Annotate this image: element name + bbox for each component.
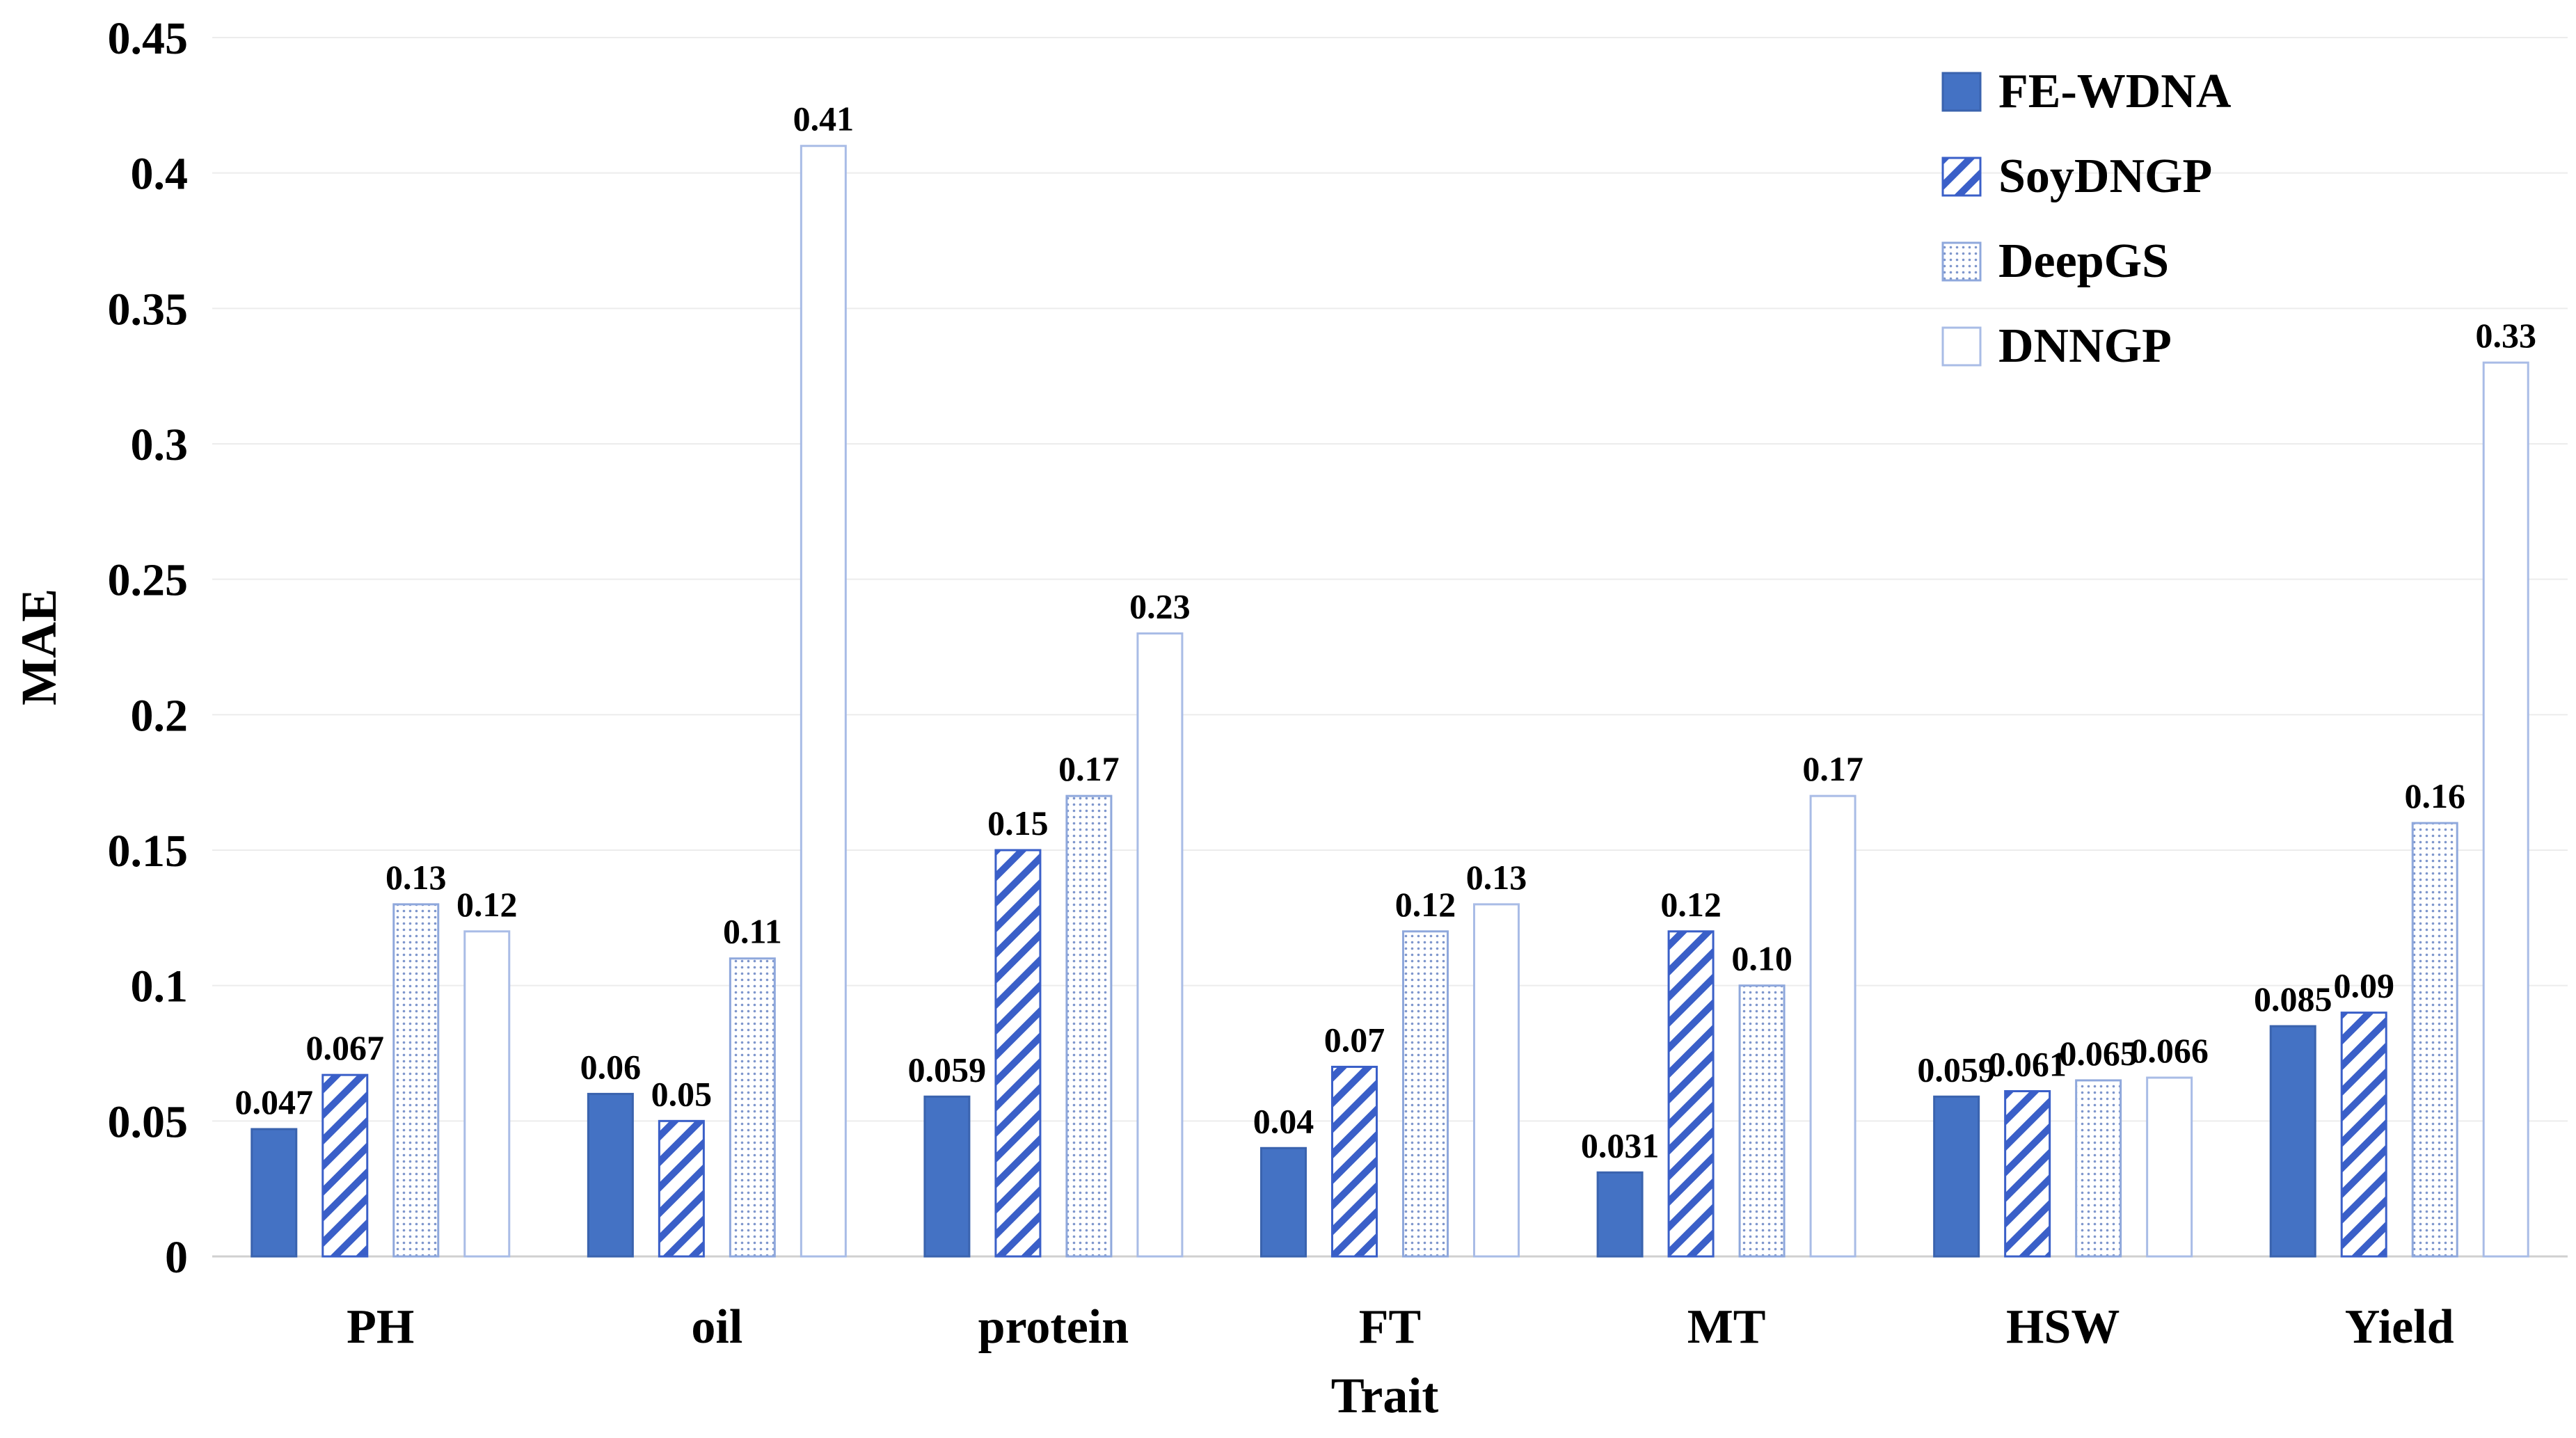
y-tick-label: 0.05 <box>108 1096 189 1147</box>
y-tick-label: 0.15 <box>108 826 189 877</box>
bar-soydngp-hsw <box>2004 1090 2051 1258</box>
bar-dnngp-ph <box>463 930 511 1258</box>
data-labels: 0.0470.0670.130.120.060.050.110.410.0590… <box>235 99 2536 1165</box>
data-label: 0.12 <box>456 885 518 924</box>
bars <box>251 145 2529 1258</box>
y-tick-label: 0 <box>165 1232 188 1283</box>
bar-soydngp-ft <box>1331 1065 1378 1258</box>
legend-swatch-soydngp <box>1941 157 1982 197</box>
bar-dnngp-ft <box>1473 903 1520 1258</box>
bar-fe-wdna-yield <box>2269 1025 2316 1258</box>
data-label: 0.047 <box>235 1083 314 1121</box>
bar-dnngp-mt <box>1809 794 1857 1258</box>
y-axis-ticks: 0 0.05 0.1 0.15 0.2 0.25 0.3 0.35 0.4 0.45 <box>108 13 189 1283</box>
bar-soydngp-yield <box>2340 1012 2387 1258</box>
bar-fe-wdna-hsw <box>1933 1095 1980 1258</box>
x-tick-label: protein <box>978 1300 1129 1354</box>
bar-dnngp-oil <box>800 145 847 1258</box>
data-label: 0.05 <box>651 1074 713 1113</box>
legend-swatch-fe-wdna <box>1941 72 1982 112</box>
x-axis-title: Trait <box>1331 1368 1439 1423</box>
legend-swatch-dnngp <box>1941 326 1982 367</box>
data-label: 0.33 <box>2475 316 2536 355</box>
bar-deepgs-mt <box>1738 984 1786 1258</box>
y-tick-label: 0.2 <box>131 690 189 741</box>
bar-dnngp-hsw <box>2146 1076 2193 1258</box>
bar-fe-wdna-mt <box>1596 1171 1644 1258</box>
bar-soydngp-protein <box>994 849 1042 1258</box>
gridlines <box>212 37 2568 1258</box>
data-label: 0.10 <box>1731 939 1792 978</box>
data-label: 0.41 <box>793 99 854 138</box>
x-axis-ticks: PH oil protein FT MT HSW Yield <box>347 1300 2454 1354</box>
legend-label: DNNGP <box>1998 319 2172 373</box>
y-axis-title: MAE <box>11 589 67 705</box>
bar-deepgs-ph <box>392 903 440 1258</box>
data-label: 0.12 <box>1395 885 1456 924</box>
x-tick-label: MT <box>1687 1300 1766 1354</box>
bar-dnngp-protein <box>1136 632 1184 1258</box>
data-label: 0.065 <box>2059 1034 2138 1073</box>
data-label: 0.085 <box>2254 980 2332 1018</box>
bar-soydngp-oil <box>658 1119 705 1258</box>
data-label: 0.059 <box>908 1050 987 1089</box>
x-tick-label: PH <box>347 1300 414 1354</box>
data-label: 0.15 <box>987 804 1049 842</box>
legend-label: SoyDNGP <box>1998 150 2212 203</box>
legend: FE-WDNA SoyDNGP DeepGS DNNGP <box>1941 65 2232 373</box>
bar-soydngp-mt <box>1667 930 1715 1258</box>
y-tick-label: 0.25 <box>108 555 189 606</box>
data-label: 0.06 <box>580 1047 642 1086</box>
y-tick-label: 0.1 <box>131 961 189 1012</box>
data-label: 0.17 <box>1802 749 1863 788</box>
data-label: 0.17 <box>1058 749 1120 788</box>
legend-swatch-deepgs <box>1941 241 1982 282</box>
data-label: 0.16 <box>2404 776 2465 815</box>
data-label: 0.13 <box>385 858 447 897</box>
bar-deepgs-yield <box>2411 822 2458 1258</box>
y-tick-label: 0.3 <box>131 420 189 470</box>
legend-label: FE-WDNA <box>1998 65 2232 118</box>
data-label: 0.07 <box>1324 1020 1385 1059</box>
bar-fe-wdna-protein <box>923 1095 971 1258</box>
data-label: 0.11 <box>723 912 782 951</box>
data-label: 0.066 <box>2130 1031 2209 1070</box>
bar-deepgs-hsw <box>2075 1079 2122 1258</box>
y-tick-label: 0.4 <box>131 149 189 200</box>
bar-deepgs-ft <box>1402 930 1449 1258</box>
data-label: 0.09 <box>2333 966 2394 1005</box>
x-tick-label: Yield <box>2345 1300 2454 1354</box>
data-label: 0.04 <box>1253 1101 1314 1140</box>
bar-fe-wdna-ft <box>1260 1147 1307 1258</box>
x-tick-label: HSW <box>2006 1300 2120 1354</box>
legend-label: DeepGS <box>1998 234 2169 288</box>
data-label: 0.12 <box>1660 885 1722 924</box>
data-label: 0.059 <box>1917 1050 1996 1089</box>
bar-deepgs-oil <box>729 957 776 1258</box>
data-label: 0.031 <box>1581 1126 1660 1165</box>
x-tick-label: oil <box>691 1300 742 1354</box>
x-tick-label: FT <box>1359 1300 1421 1354</box>
y-tick-label: 0.35 <box>108 284 189 335</box>
bar-soydngp-ph <box>321 1073 369 1258</box>
bar-fe-wdna-ph <box>251 1128 298 1258</box>
data-label: 0.061 <box>1988 1045 2067 1084</box>
y-tick-label: 0.45 <box>108 13 189 64</box>
data-label: 0.23 <box>1129 587 1191 626</box>
bar-dnngp-yield <box>2482 361 2529 1258</box>
bar-fe-wdna-oil <box>587 1092 634 1258</box>
data-label: 0.13 <box>1466 858 1527 897</box>
data-label: 0.067 <box>306 1028 385 1067</box>
bar-deepgs-protein <box>1065 794 1113 1258</box>
